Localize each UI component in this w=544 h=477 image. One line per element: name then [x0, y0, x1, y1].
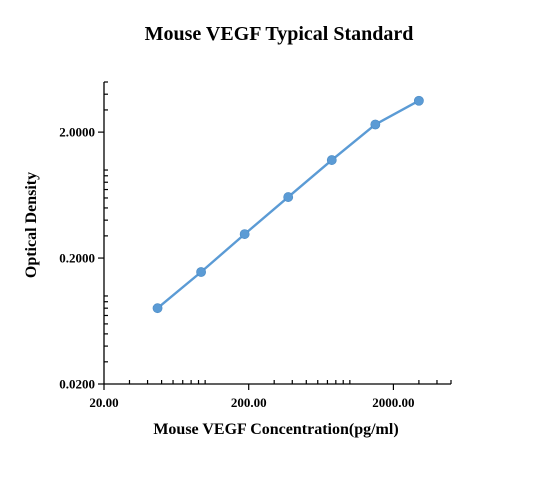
data-point	[326, 155, 337, 165]
x-axis-label: Mouse VEGF Concentration(pg/ml)	[153, 421, 398, 438]
y-axis-ticks: 0.0200 0.2000 2.0000	[59, 81, 108, 392]
axes	[103, 82, 451, 385]
y-tick-label: 0.0200	[59, 377, 95, 392]
x-tick-label: 200.00	[231, 395, 267, 410]
data-point	[196, 267, 206, 277]
y-tick-label: 0.2000	[59, 251, 95, 266]
x-axis-ticks: 20.00 200.00 2000.00	[89, 380, 452, 410]
x-tick-label: 2000.00	[372, 395, 414, 410]
chart-title: Mouse VEGF Typical Standard	[145, 23, 414, 45]
y-tick-label: 2.0000	[59, 125, 95, 140]
series-line	[156, 99, 420, 310]
data-point	[370, 119, 381, 130]
data-point	[283, 192, 294, 202]
x-tick-label: 20.00	[89, 395, 118, 410]
data-points	[152, 95, 424, 314]
data-point	[413, 95, 424, 106]
y-axis-label: Optical Density	[23, 172, 40, 278]
data-point	[152, 303, 163, 314]
data-point	[239, 229, 250, 239]
